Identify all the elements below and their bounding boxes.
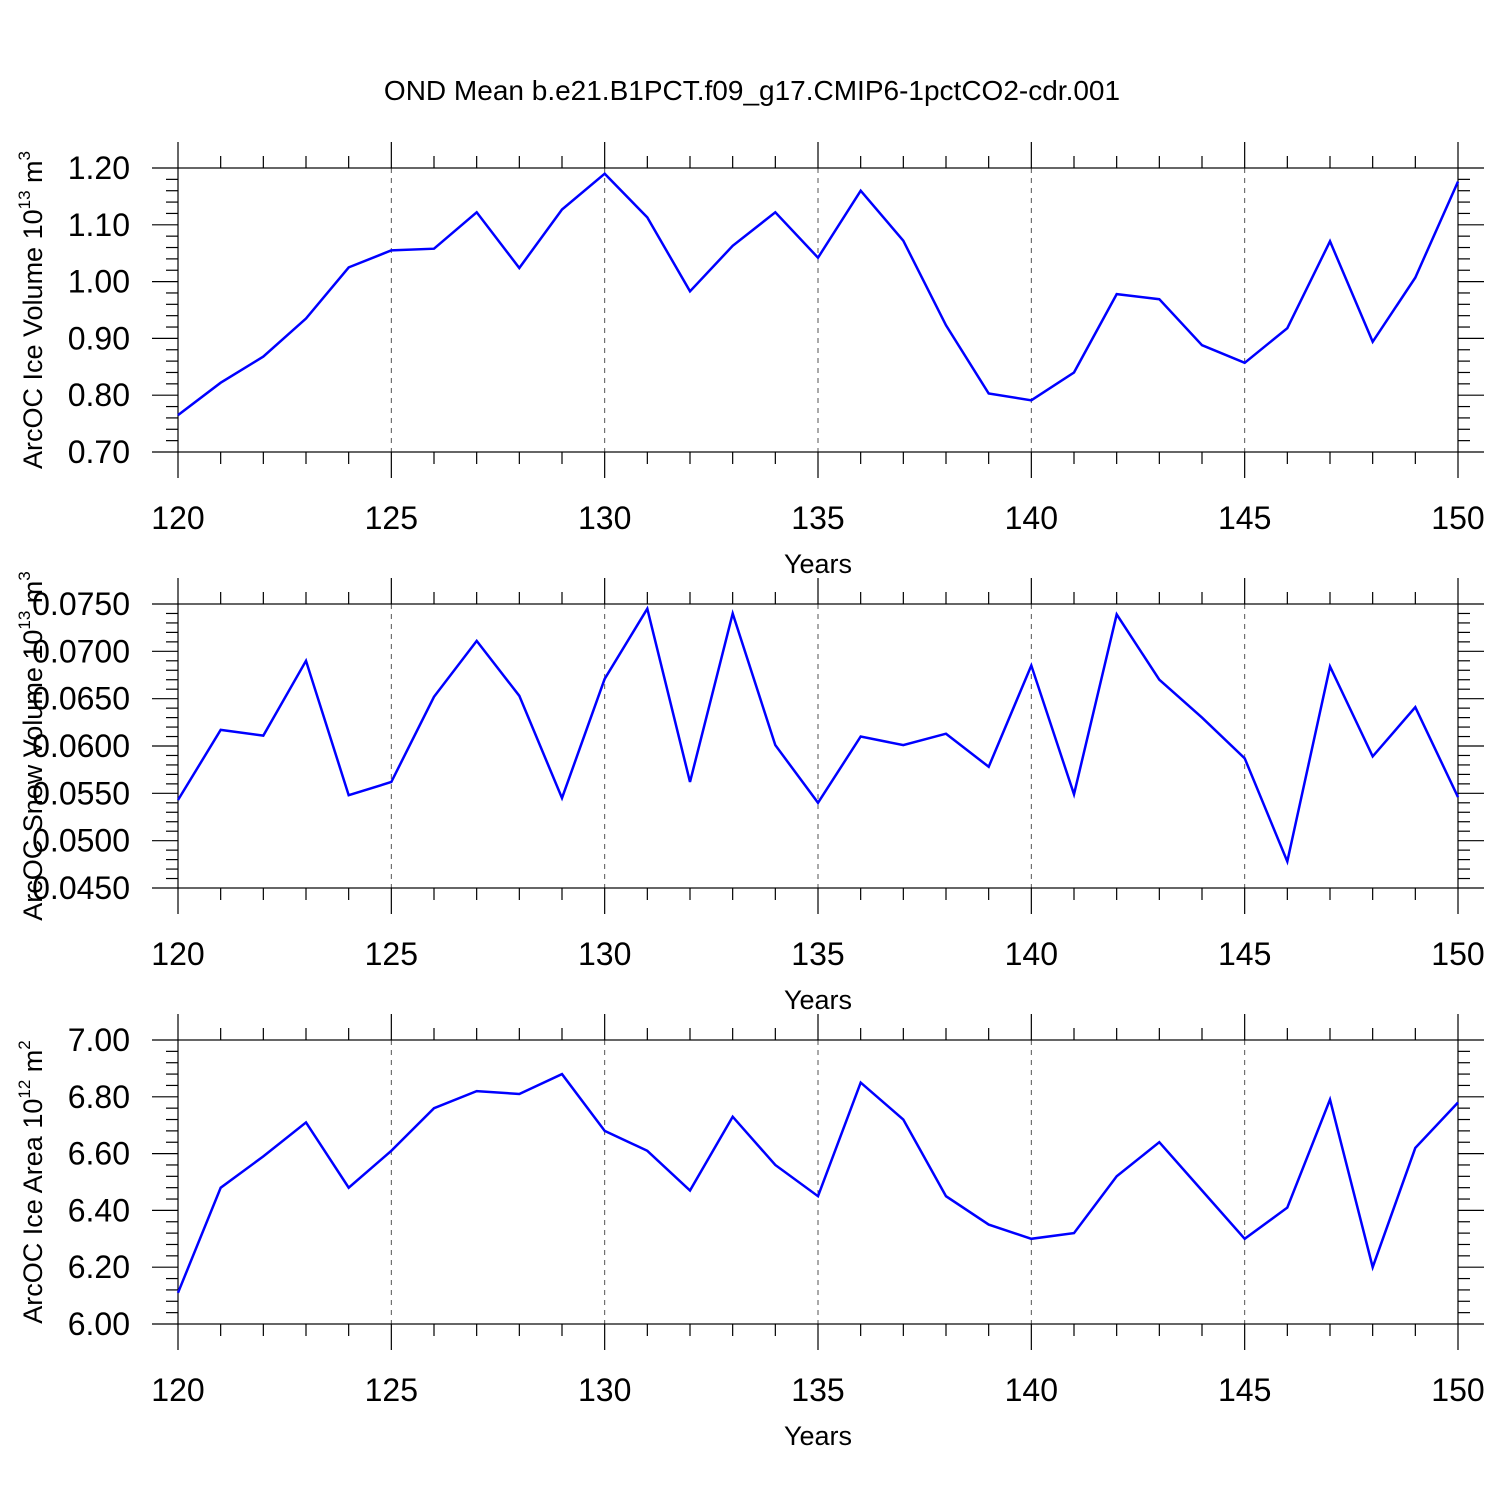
chart-title: OND Mean b.e21.B1PCT.f09_g17.CMIP6-1pctC… bbox=[384, 75, 1120, 106]
x-tick-label: 130 bbox=[578, 500, 631, 536]
x-axis-title: Years bbox=[784, 985, 852, 1015]
x-tick-label: 140 bbox=[1005, 500, 1058, 536]
x-tick-label: 125 bbox=[365, 1372, 418, 1408]
y-tick-label: 0.0700 bbox=[32, 633, 130, 669]
x-axis-title: Years bbox=[784, 1421, 852, 1451]
x-tick-label: 145 bbox=[1218, 500, 1271, 536]
x-tick-label: 130 bbox=[578, 936, 631, 972]
x-tick-label: 150 bbox=[1431, 500, 1484, 536]
panel-snow-volume: 0.0450 0.0500 0.0550 0.0600 0.0650 0.0700 0.07… bbox=[15, 571, 1485, 1015]
y-tick-label: 0.70 bbox=[68, 434, 130, 470]
x-tick-label: 120 bbox=[151, 936, 204, 972]
x-tick-label: 135 bbox=[791, 500, 844, 536]
y-axis-title: ArcOC Ice Area 1012 m2 bbox=[15, 1040, 48, 1324]
y-tick-label: 6.20 bbox=[68, 1249, 130, 1285]
x-tick-label: 145 bbox=[1218, 1372, 1271, 1408]
y-tick-label: 0.80 bbox=[68, 377, 130, 413]
x-tick-label: 140 bbox=[1005, 936, 1058, 972]
y-tick-label: 0.0550 bbox=[32, 775, 130, 811]
x-tick-label: 140 bbox=[1005, 1372, 1058, 1408]
panel-ice-volume: 0.70 0.80 0.90 1.00 1.10 1.20 120 125 130 135 140 1… bbox=[15, 142, 1485, 579]
x-tick-label: 125 bbox=[365, 936, 418, 972]
y-tick-label: 0.0500 bbox=[32, 823, 130, 859]
y-tick-label: 6.80 bbox=[68, 1079, 130, 1115]
x-tick-label: 130 bbox=[578, 1372, 631, 1408]
y-tick-label: 1.20 bbox=[68, 150, 130, 186]
y-tick-label: 6.00 bbox=[68, 1306, 130, 1342]
chart-panels: 0.70 0.80 0.90 1.00 1.10 1.20 120 125 130 135 140 1… bbox=[15, 142, 1485, 1451]
x-tick-label: 145 bbox=[1218, 936, 1271, 972]
y-tick-label: 0.90 bbox=[68, 320, 130, 356]
x-tick-label: 150 bbox=[1431, 936, 1484, 972]
x-axis-title: Years bbox=[784, 549, 852, 579]
y-tick-label: 0.0600 bbox=[32, 728, 130, 764]
x-tick-label: 120 bbox=[151, 1372, 204, 1408]
x-tick-label: 135 bbox=[791, 1372, 844, 1408]
y-tick-label: 0.0450 bbox=[32, 870, 130, 906]
x-tick-label: 120 bbox=[151, 500, 204, 536]
y-axis-title: ArcOC Ice Volume 1013 m3 bbox=[15, 151, 48, 469]
y-tick-label: 1.10 bbox=[68, 207, 130, 243]
y-axis-title: ArcOC Snow Volume 1013 m3 bbox=[15, 571, 48, 921]
x-tick-label: 150 bbox=[1431, 1372, 1484, 1408]
y-tick-label: 1.00 bbox=[68, 264, 130, 300]
y-tick-label: 0.0650 bbox=[32, 681, 130, 717]
y-tick-label: 6.40 bbox=[68, 1192, 130, 1228]
x-tick-label: 135 bbox=[791, 936, 844, 972]
y-tick-label: 0.0750 bbox=[32, 586, 130, 622]
panel-ice-area: 6.00 6.20 6.40 6.60 6.80 7.00 120 125 130 135 140 1… bbox=[15, 1014, 1485, 1451]
y-tick-label: 7.00 bbox=[68, 1022, 130, 1058]
y-tick-label: 6.60 bbox=[68, 1136, 130, 1172]
x-tick-label: 125 bbox=[365, 500, 418, 536]
